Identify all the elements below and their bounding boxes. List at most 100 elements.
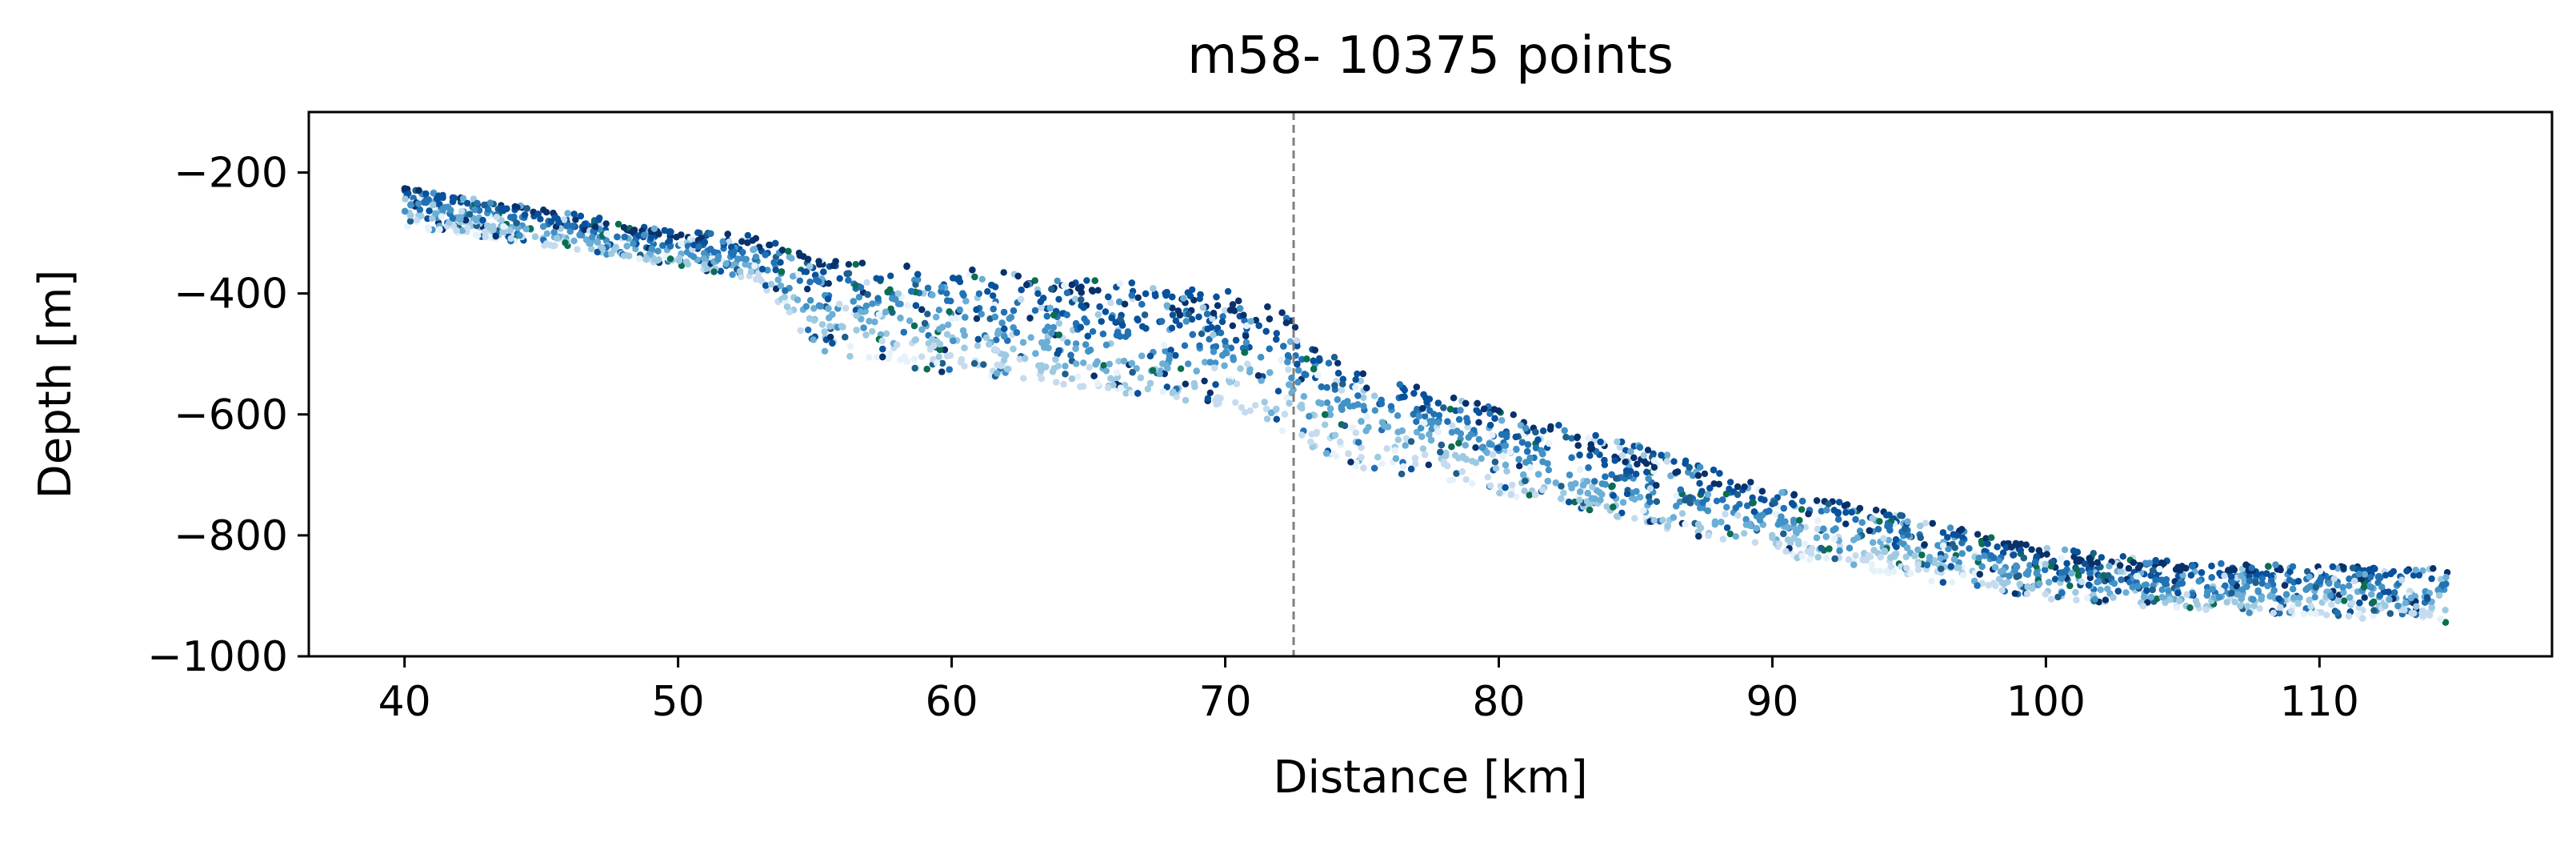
scatter-point: [1402, 442, 1409, 449]
scatter-point: [943, 290, 950, 297]
scatter-point: [1992, 582, 1999, 589]
scatter-point: [1244, 360, 1251, 367]
scatter-point: [436, 193, 444, 200]
scatter-point: [1210, 364, 1218, 371]
scatter-point: [1264, 303, 1271, 311]
scatter-point: [2198, 569, 2206, 576]
scatter-point: [1053, 379, 1060, 386]
scatter-point: [422, 190, 430, 198]
scatter-point: [1222, 338, 1229, 345]
scatter-point: [2442, 607, 2449, 614]
scatter-point: [750, 246, 757, 254]
scatter-point: [2438, 581, 2446, 589]
scatter-point: [2366, 583, 2373, 590]
scatter-point: [2442, 619, 2450, 626]
scatter-point: [1484, 474, 1492, 481]
scatter-point: [1589, 483, 1596, 491]
scatter-point: [2110, 594, 2117, 601]
scatter-point: [1370, 392, 1378, 399]
scatter-point: [1100, 362, 1107, 369]
scatter-point: [1643, 468, 1650, 475]
scatter-point: [1796, 525, 1803, 533]
scatter-point: [862, 303, 870, 310]
scatter-point: [1210, 331, 1217, 339]
scatter-point: [1670, 514, 1678, 521]
scatter-point: [1278, 309, 1286, 316]
scatter-point: [1876, 567, 1884, 575]
scatter-point: [941, 346, 949, 354]
scatter-point: [860, 324, 867, 331]
scatter-point: [2329, 563, 2337, 571]
scatter-point: [1544, 477, 1552, 485]
scatter-point: [1568, 435, 1575, 442]
scatter-point: [971, 273, 978, 281]
scatter-point: [620, 252, 628, 259]
scatter-point: [493, 214, 501, 221]
scatter-point: [2270, 609, 2277, 616]
scatter-point: [1218, 318, 1226, 326]
scatter-point: [1699, 499, 1706, 506]
scatter-point: [2334, 565, 2342, 572]
scatter-point: [2119, 553, 2126, 560]
scatter-point: [936, 326, 943, 333]
scatter-point: [1438, 441, 1446, 449]
scatter-point: [1985, 582, 1992, 589]
scatter-point: [555, 219, 562, 227]
scatter-point: [970, 360, 978, 367]
scatter-point: [2426, 611, 2434, 619]
scatter-point: [1734, 483, 1742, 491]
scatter-point: [998, 319, 1006, 327]
scatter-point: [806, 263, 814, 271]
scatter-point: [869, 327, 876, 335]
scatter-point: [973, 306, 980, 314]
scatter-point: [1001, 351, 1009, 359]
scatter-point: [1233, 380, 1241, 387]
scatter-point: [1734, 491, 1742, 499]
scatter-point: [2117, 567, 2125, 575]
scatter-point: [842, 334, 849, 341]
scatter-point: [1038, 304, 1045, 311]
scatter-point: [1054, 277, 1061, 285]
scatter-point: [935, 307, 943, 314]
scatter-point: [863, 279, 870, 287]
scatter-point: [2346, 575, 2353, 583]
scatter-point: [1524, 447, 1531, 455]
scatter-point: [1640, 507, 1647, 514]
scatter-point: [1870, 567, 1878, 575]
scatter-point: [1128, 390, 1135, 397]
scatter-point: [1862, 556, 1870, 564]
scatter-point: [1325, 359, 1333, 367]
scatter-point: [2345, 612, 2353, 619]
scatter-point: [2286, 576, 2294, 584]
scatter-point: [2415, 571, 2422, 579]
scatter-point: [1016, 355, 1024, 363]
scatter-point: [1937, 555, 1944, 562]
scatter-point: [2434, 587, 2442, 594]
scatter-point: [1027, 334, 1034, 341]
scatter-point: [1645, 475, 1652, 483]
scatter-point: [554, 235, 561, 242]
scatter-point: [1444, 418, 1451, 425]
scatter-point: [2094, 559, 2101, 566]
scatter-point: [2361, 594, 2368, 601]
scatter-point: [1078, 289, 1085, 296]
scatter-point: [1646, 499, 1654, 506]
scatter-point: [751, 263, 758, 270]
scatter-point: [1054, 351, 1061, 358]
scatter-point: [1780, 504, 1787, 512]
scatter-point: [1732, 504, 1739, 511]
scatter-point: [1869, 515, 1876, 522]
scatter-point: [1067, 351, 1074, 359]
scatter-point: [1163, 302, 1171, 309]
scatter-point: [2158, 594, 2166, 601]
scatter-point: [1802, 523, 1809, 531]
scatter-point: [1958, 539, 1966, 547]
scatter-point: [1334, 396, 1342, 403]
scatter-point: [894, 341, 901, 348]
scatter-point: [540, 206, 547, 214]
scatter-point: [2267, 577, 2275, 584]
scatter-point: [1545, 467, 1553, 474]
scatter-point: [1646, 485, 1654, 492]
scatter-point: [1462, 475, 1470, 483]
scatter-point: [990, 305, 997, 313]
